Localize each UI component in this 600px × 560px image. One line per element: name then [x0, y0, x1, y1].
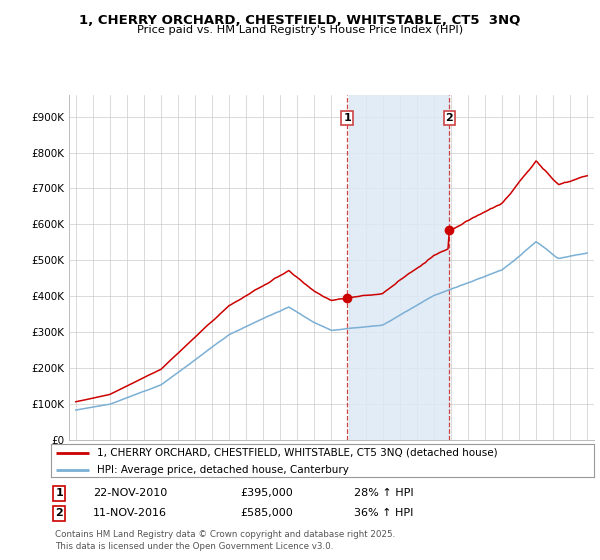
Text: 1: 1	[55, 488, 63, 498]
Text: 1, CHERRY ORCHARD, CHESTFIELD, WHITSTABLE, CT5 3NQ (detached house): 1, CHERRY ORCHARD, CHESTFIELD, WHITSTABL…	[97, 447, 498, 458]
Text: 1: 1	[343, 113, 351, 123]
Text: Contains HM Land Registry data © Crown copyright and database right 2025.
This d: Contains HM Land Registry data © Crown c…	[55, 530, 395, 550]
Text: 22-NOV-2010: 22-NOV-2010	[93, 488, 167, 498]
Text: 11-NOV-2016: 11-NOV-2016	[93, 508, 167, 519]
Text: 1, CHERRY ORCHARD, CHESTFIELD, WHITSTABLE, CT5  3NQ: 1, CHERRY ORCHARD, CHESTFIELD, WHITSTABL…	[79, 14, 521, 27]
Text: 2: 2	[446, 113, 453, 123]
Text: 28% ↑ HPI: 28% ↑ HPI	[354, 488, 413, 498]
Text: £395,000: £395,000	[240, 488, 293, 498]
Text: 2: 2	[55, 508, 63, 519]
Text: 36% ↑ HPI: 36% ↑ HPI	[354, 508, 413, 519]
Text: Price paid vs. HM Land Registry's House Price Index (HPI): Price paid vs. HM Land Registry's House …	[137, 25, 463, 35]
Text: HPI: Average price, detached house, Canterbury: HPI: Average price, detached house, Cant…	[97, 465, 349, 475]
Text: £585,000: £585,000	[240, 508, 293, 519]
